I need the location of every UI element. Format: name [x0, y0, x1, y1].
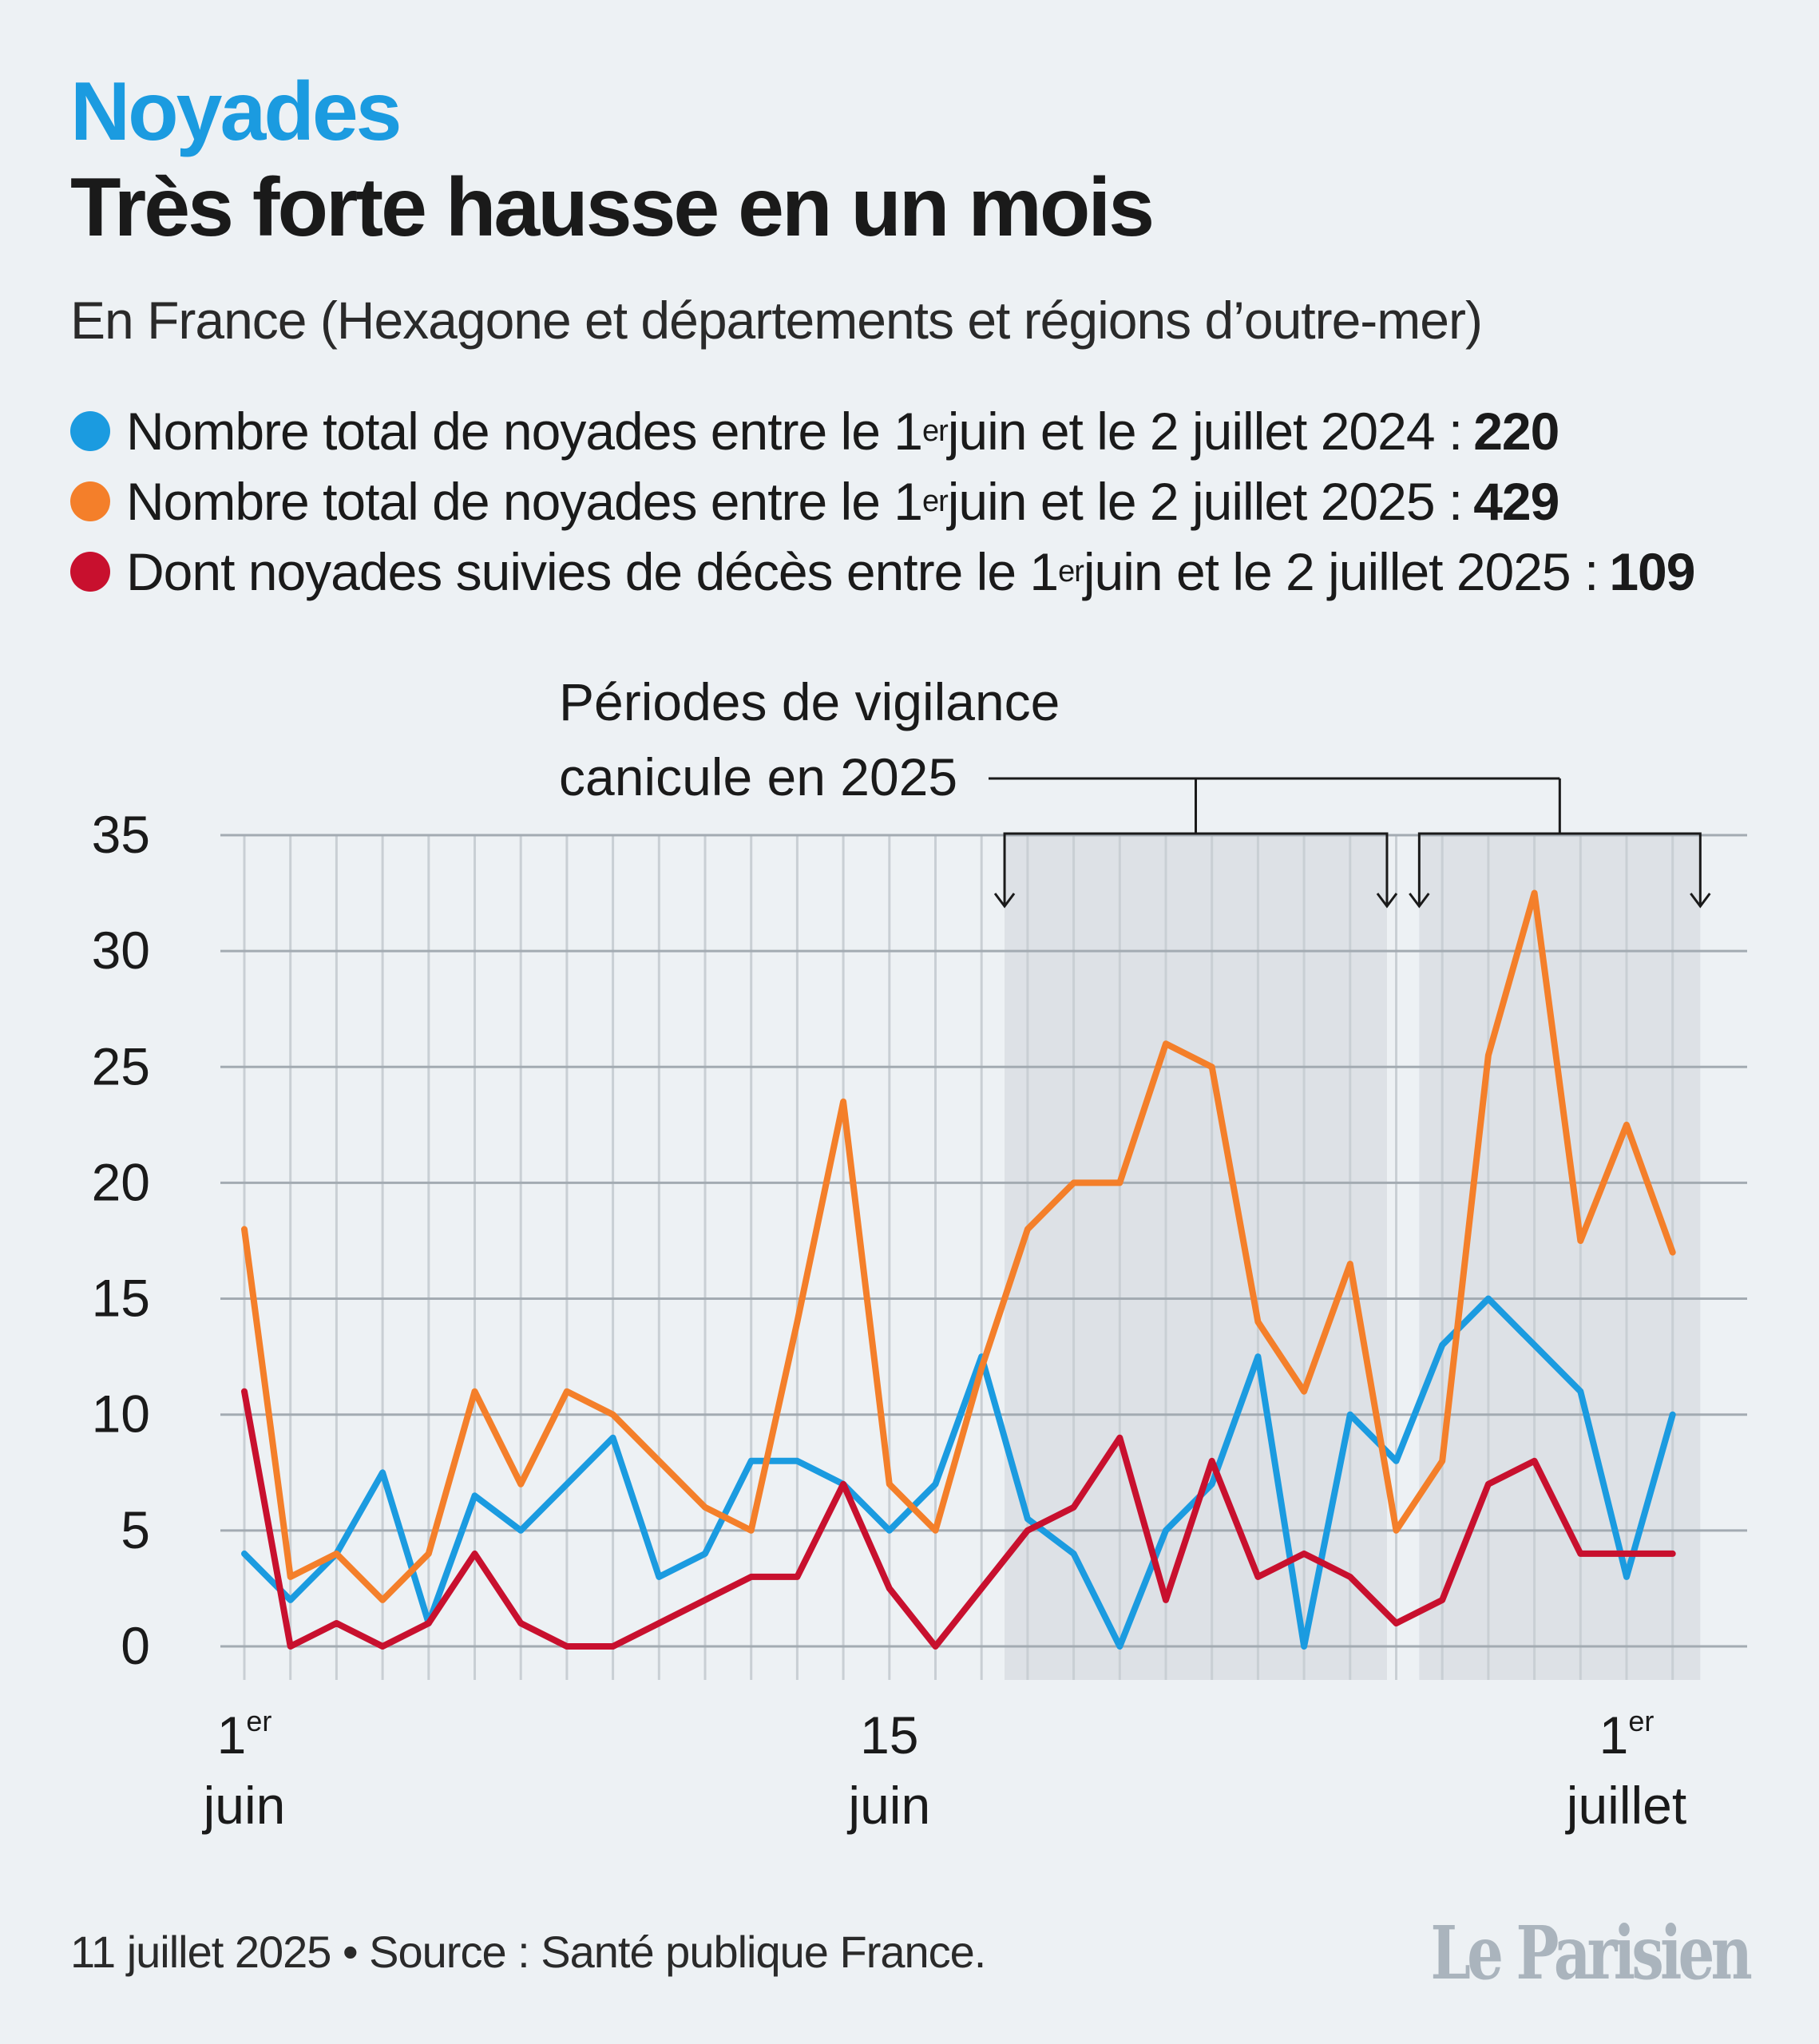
legend-item-2025: Nombre total de noyades entre le 1 er jui…: [70, 466, 1694, 537]
y-tick-label: 35: [92, 805, 150, 864]
series-line-2024: [241, 1295, 1676, 1650]
x-tick-label: juillet: [1565, 1776, 1686, 1835]
arrow-down-icon: [993, 893, 1016, 909]
source-note: 11 juillet 2025 • Source : Santé publiqu…: [70, 1927, 986, 1977]
chart-subtitle: En France (Hexagone et départements et r…: [70, 291, 1483, 350]
y-tick-label: 20: [92, 1152, 150, 1211]
le-parisien-logo: Le Parisien: [1430, 1910, 1752, 1996]
vigilance-period-1: [1005, 834, 1387, 1680]
chart-title: Très forte hausse en un mois: [70, 161, 1155, 254]
series-line-d-c-s-2025: [241, 1388, 1676, 1650]
legend-dot-2025: [70, 481, 110, 521]
y-tick-label: 0: [121, 1616, 150, 1675]
y-tick-label: 25: [92, 1036, 150, 1095]
series-line-2025: [241, 889, 1676, 1603]
legend-dot-2024: [70, 411, 110, 451]
arrow-down-icon: [1409, 893, 1430, 909]
x-tick-label: juin: [846, 1776, 930, 1835]
legend-total: 220: [1473, 402, 1559, 461]
legend-item-2024: Nombre total de noyades entre le 1 er jui…: [70, 396, 1694, 466]
y-tick-label: 15: [92, 1269, 150, 1328]
legend: Nombre total de noyades entre le 1 er jui…: [70, 396, 1695, 607]
annotation-text: Périodes de vigilance: [559, 672, 1060, 731]
legend-text: Nombre total de noyades entre le 1: [126, 472, 923, 531]
arrow-down-icon: [1690, 893, 1711, 909]
legend-total: 109: [1609, 542, 1695, 601]
legend-item-deces: Dont noyades suivies de décès entre le 1…: [70, 537, 1695, 607]
line-chart: 0 5 10 15 20 25 30 35 Périodes de vigilance canic…: [92, 672, 1747, 1835]
legend-dot-deces: [70, 552, 110, 592]
legend-text: juin et le 2 juillet 2024 :: [947, 402, 1463, 461]
legend-text: Dont noyades suivies de décès entre le 1: [126, 542, 1059, 601]
legend-text: juin et le 2 juillet 2025 :: [947, 472, 1463, 531]
x-tick-label: 15: [860, 1705, 918, 1765]
x-tick-label: 1er: [217, 1705, 272, 1765]
legend-text: juin et le 2 juillet 2025 :: [1083, 542, 1599, 601]
chart-kicker: Noyades: [70, 65, 402, 158]
x-tick-label: juin: [202, 1776, 286, 1835]
annotation-text: canicule en 2025: [559, 747, 957, 806]
legend-text: Nombre total de noyades entre le 1: [126, 402, 923, 461]
y-tick-label: 30: [92, 921, 150, 980]
x-tick-label: 1er: [1599, 1705, 1655, 1765]
y-tick-label: 10: [92, 1384, 150, 1444]
legend-total: 429: [1473, 472, 1559, 531]
arrow-down-icon: [1376, 893, 1398, 909]
y-tick-label: 5: [121, 1500, 150, 1559]
